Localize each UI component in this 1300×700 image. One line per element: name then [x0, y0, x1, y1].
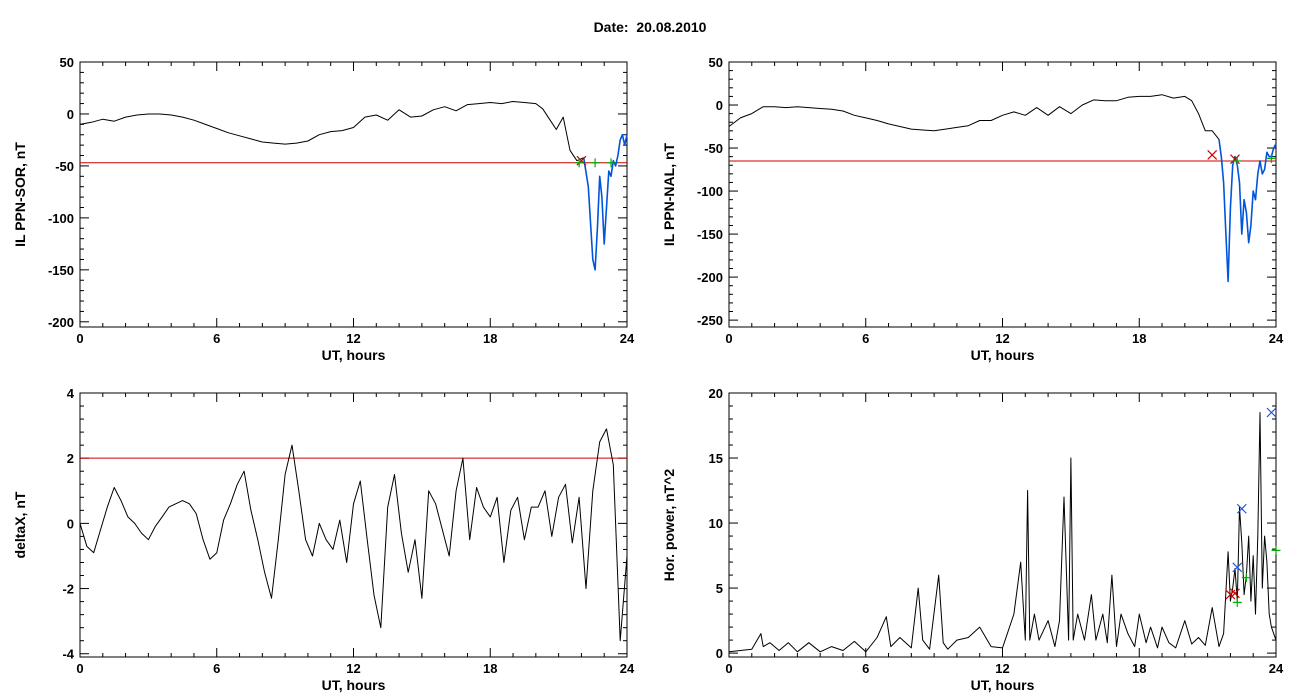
date-title: Date: 20.08.2010	[0, 19, 1300, 35]
marker-red-cross	[1230, 154, 1240, 165]
y-tick-label: -200	[48, 315, 74, 330]
marker-red-cross	[576, 155, 587, 166]
y-tick-label: -150	[48, 263, 74, 278]
y-tick-label: -200	[697, 270, 723, 285]
y-tick-label: -2	[62, 582, 74, 597]
chart-hor-power: 0 6 12 18 24 20 15 10 5 0 UT, hours Hor. power, nT^…	[661, 386, 1284, 693]
x-tick-label: 18	[483, 331, 497, 346]
x-tick-label: 12	[995, 331, 1009, 346]
marker-green-plus	[590, 158, 600, 168]
series-line-black	[728, 94, 1220, 140]
marker-blue-cross	[1232, 562, 1243, 573]
plot-frame	[79, 61, 628, 328]
x-tick-label: 18	[1132, 661, 1146, 676]
chart-deltax: 0 6 12 18 24 4 2 0 -2 -4 UT, hours deltaX, nT	[12, 386, 635, 693]
x-tick-label: 12	[346, 331, 360, 346]
x-tick-label: 24	[620, 331, 635, 346]
plot-frame	[728, 61, 1277, 328]
y-tick-label: 15	[709, 451, 723, 466]
x-tick-label: 0	[76, 331, 83, 346]
x-tick-label: 24	[1269, 331, 1284, 346]
marker-green-plus	[1271, 545, 1281, 555]
y-tick-label: -4	[62, 647, 74, 662]
y-tick-label: 2	[67, 451, 74, 466]
y-tick-label: 0	[716, 98, 723, 113]
x-axis-label: UT, hours	[322, 347, 386, 363]
series-line-black	[728, 412, 1277, 653]
y-tick-label: 5	[716, 581, 723, 596]
marker-red-cross	[1225, 589, 1236, 600]
y-tick-label: 0	[716, 646, 723, 661]
y-tick-label: 0	[67, 516, 74, 531]
x-tick-label: 18	[1132, 331, 1146, 346]
y-tick-label: -100	[697, 184, 723, 199]
marker-green-plus	[1232, 597, 1242, 607]
y-tick-label: -50	[704, 141, 723, 156]
x-tick-label: 12	[995, 661, 1009, 676]
chart-ppn-nal: 0 6 12 18 24 50 0 -50 -100 -150 -200 -250 UT, hours I…	[661, 55, 1284, 363]
series-line-blue	[1218, 139, 1277, 283]
x-tick-label: 0	[725, 331, 732, 346]
x-tick-label: 24	[1269, 661, 1284, 676]
y-tick-label: -50	[55, 159, 74, 174]
y-axis-label: deltaX, nT	[12, 491, 28, 558]
x-tick-label: 0	[76, 661, 83, 676]
marker-red-cross	[1207, 149, 1218, 160]
plot-frame	[79, 392, 628, 658]
x-tick-label: 18	[483, 661, 497, 676]
marker-blue-cross	[1236, 503, 1247, 514]
date-label: Date:	[593, 19, 629, 35]
marker-green-plus	[1241, 573, 1251, 583]
marker-green-plus	[574, 158, 584, 168]
y-tick-label: 50	[709, 55, 723, 70]
y-tick-label: 20	[709, 386, 723, 401]
marker-green-plus	[1266, 153, 1276, 163]
x-tick-label: 6	[213, 661, 220, 676]
y-tick-label: 50	[60, 55, 74, 70]
x-tick-label: 0	[725, 661, 732, 676]
y-axis-label: IL PPN-SOR, nT	[12, 142, 28, 247]
y-axis-label: IL PPN-NAL, nT	[661, 142, 677, 246]
y-tick-label: -150	[697, 227, 723, 242]
y-tick-label: -100	[48, 211, 74, 226]
marker-blue-cross	[1266, 407, 1277, 418]
x-tick-label: 24	[620, 661, 635, 676]
chart-ppn-sor: 0 6 12 18 24 50 0 -50 -100 -150 -200 UT, hours IL PP…	[12, 55, 635, 363]
y-tick-label: 0	[67, 107, 74, 122]
x-tick-label: 6	[862, 661, 869, 676]
y-tick-label: 4	[67, 386, 75, 401]
x-axis-label: UT, hours	[971, 677, 1035, 693]
x-tick-label: 6	[862, 331, 869, 346]
y-tick-label: -250	[697, 313, 723, 328]
plot-frame	[728, 392, 1277, 658]
series-line-black	[79, 101, 584, 162]
y-tick-label: 10	[709, 516, 723, 531]
x-tick-label: 6	[213, 331, 220, 346]
series-line-blue	[582, 133, 628, 271]
marker-green-plus	[606, 158, 616, 168]
y-axis-label: Hor. power, nT^2	[661, 469, 677, 582]
x-axis-label: UT, hours	[322, 677, 386, 693]
series-line-black	[79, 428, 628, 642]
x-tick-label: 12	[346, 661, 360, 676]
x-axis-label: UT, hours	[971, 347, 1035, 363]
date-value: 20.08.2010	[636, 19, 707, 35]
marker-green-plus	[1232, 156, 1242, 166]
